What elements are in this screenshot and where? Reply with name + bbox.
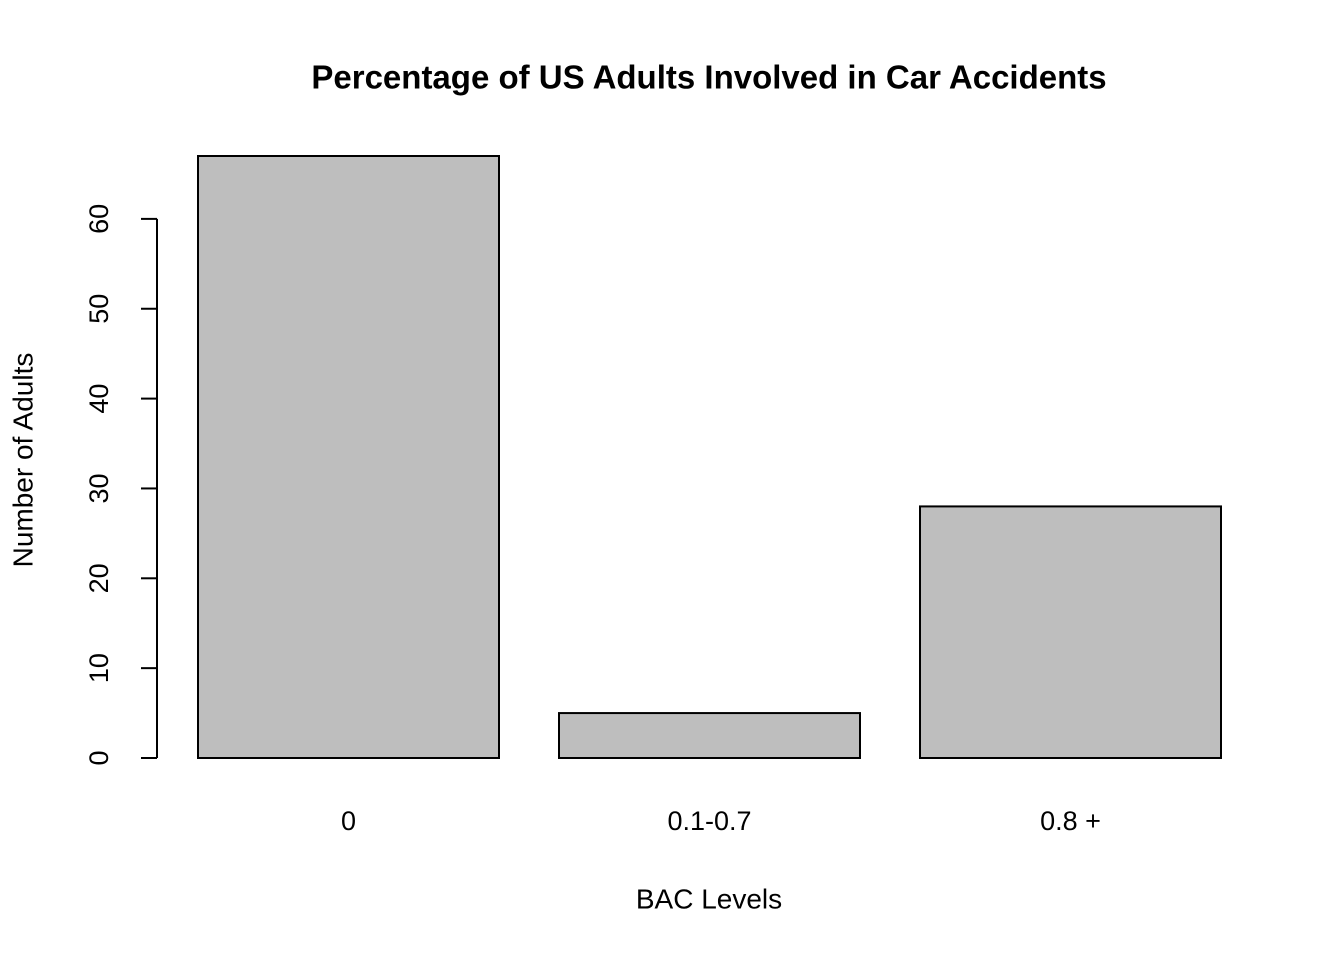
y-tick-label: 20 — [84, 563, 114, 593]
y-axis-label: Number of Adults — [7, 353, 38, 568]
bar — [919, 505, 1222, 759]
y-tick-label: 0 — [84, 750, 114, 765]
y-tick-label: 40 — [84, 384, 114, 414]
x-axis-label: BAC Levels — [636, 883, 782, 914]
chart-title: Percentage of US Adults Involved in Car … — [311, 59, 1106, 96]
x-tick-label: 0.8 + — [1040, 806, 1101, 836]
y-tick-label: 60 — [84, 204, 114, 234]
y-tick-label: 30 — [84, 473, 114, 503]
bar — [558, 712, 861, 760]
x-tick-label: 0 — [341, 806, 356, 836]
y-tick-label: 50 — [84, 294, 114, 324]
y-tick-label: 10 — [84, 653, 114, 683]
x-tick-label: 0.1-0.7 — [667, 806, 751, 836]
bar — [197, 155, 500, 759]
